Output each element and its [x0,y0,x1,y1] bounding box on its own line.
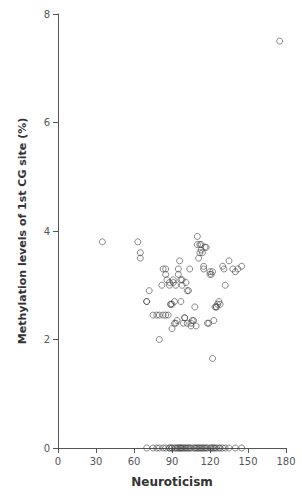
svg-text:8: 8 [44,9,50,20]
svg-text:30: 30 [90,456,103,467]
svg-text:60: 60 [128,456,141,467]
svg-text:4: 4 [44,226,50,237]
svg-text:150: 150 [238,456,257,467]
svg-text:0: 0 [55,456,61,467]
svg-text:0: 0 [44,443,50,454]
svg-text:2: 2 [44,334,50,345]
svg-text:180: 180 [276,456,295,467]
svg-text:6: 6 [44,117,50,128]
svg-text:Methylation levels of 1st CG s: Methylation levels of 1st CG site (%) [16,118,29,344]
svg-text:Neuroticism: Neuroticism [131,475,213,489]
svg-text:90: 90 [166,456,179,467]
svg-text:120: 120 [200,456,219,467]
